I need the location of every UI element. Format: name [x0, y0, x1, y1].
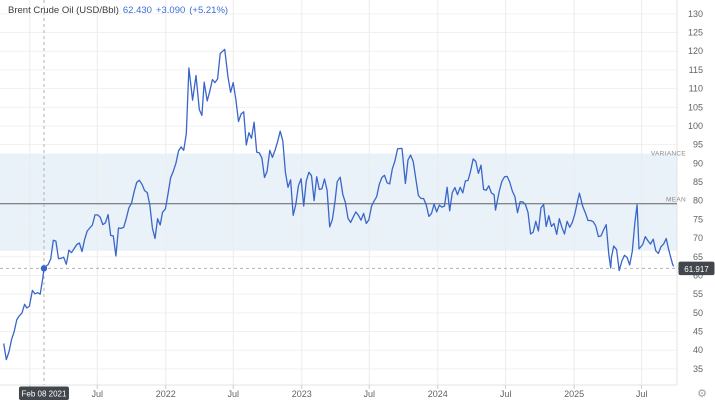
y-tick-label: 35	[693, 364, 703, 374]
y-tick-label: 95	[693, 140, 703, 150]
y-tick-label: 40	[693, 345, 703, 355]
x-tick-label: Jul	[636, 389, 648, 399]
x-axis-tick-marks	[29, 385, 643, 389]
x-tick-label: Jul	[91, 389, 103, 399]
horizontal-gridlines	[0, 13, 677, 370]
y-tick-label: 100	[688, 121, 703, 131]
x-tick-label: Jul	[227, 389, 239, 399]
price-line	[3, 48, 675, 361]
y-tick-label: 45	[693, 327, 703, 337]
y-tick-label: 80	[693, 196, 703, 206]
y-tick-label: 90	[693, 158, 703, 168]
y-tick-label: 75	[693, 214, 703, 224]
crosshair-price-badge-bg	[678, 261, 715, 276]
x-tick-label: Jul	[500, 389, 512, 399]
y-tick-label: 60	[693, 270, 703, 280]
crosshair-price-badge: 61.917	[678, 261, 715, 276]
variance-label: VARIANCE	[651, 151, 687, 158]
y-tick-label: 55	[693, 289, 703, 299]
x-tick-label: 2024	[428, 389, 448, 399]
settings-gear-icon[interactable]: ⚙	[697, 388, 707, 400]
mean-label: MEAN	[666, 197, 686, 204]
x-tick-label: 2025	[564, 389, 584, 399]
x-tick-label: 2022	[156, 389, 176, 399]
y-tick-label: 125	[688, 28, 703, 38]
y-axis-labels: 35 40 45 50 55 60 65 70 75 80 85 90 95 100 105 110 115 12…	[688, 9, 703, 374]
crosshair-date-badge-bg	[18, 386, 69, 400]
y-tick-label: 65	[693, 252, 703, 262]
y-tick-label: 105	[688, 102, 703, 112]
y-tick-label: 120	[688, 46, 703, 56]
y-tick-label: 115	[689, 65, 703, 75]
y-tick-label: 70	[693, 233, 703, 243]
x-tick-label: Jul	[363, 389, 375, 399]
y-tick-label: 50	[693, 308, 703, 318]
crosshair-dot	[40, 265, 48, 272]
crosshair-date-badge-text: Feb 08 2021	[21, 390, 66, 399]
variance-band	[0, 153, 677, 251]
x-tick-label: 2023	[292, 389, 312, 399]
y-tick-label: 85	[693, 177, 703, 187]
x-axis-labels: 2021Jul2022Jul2023Jul2024Jul2025Jul	[20, 389, 648, 399]
plot-area[interactable]	[0, 0, 677, 385]
y-tick-label: 130	[688, 9, 703, 19]
y-tick-label: 110	[689, 84, 703, 94]
crosshair-date-badge: Feb 08 2021	[18, 386, 69, 400]
crosshair-price-badge-text: 61.917	[684, 265, 709, 274]
